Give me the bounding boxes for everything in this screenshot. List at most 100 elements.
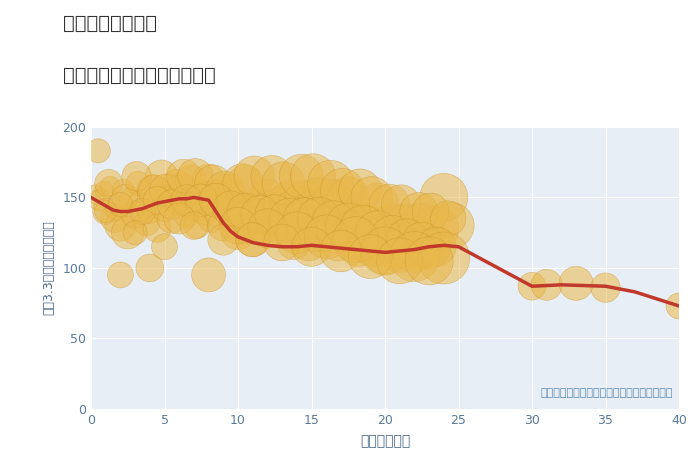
Point <box>526 282 538 290</box>
Point <box>186 177 197 184</box>
Point <box>195 194 207 201</box>
Point <box>298 196 309 204</box>
Point <box>284 215 295 222</box>
Point <box>321 233 332 241</box>
Point <box>394 257 405 265</box>
Point <box>115 222 126 229</box>
Point <box>350 236 361 243</box>
Point <box>181 211 192 218</box>
Point <box>328 219 340 227</box>
Point <box>274 225 285 232</box>
Point <box>247 236 258 243</box>
Point <box>294 222 305 229</box>
Text: 築年数別中古マンション価格: 築年数別中古マンション価格 <box>63 66 216 85</box>
Point <box>100 208 111 215</box>
Point <box>262 225 273 232</box>
Point <box>156 172 167 180</box>
Point <box>266 172 277 180</box>
Point <box>332 239 344 246</box>
Point <box>190 172 201 180</box>
Point <box>413 208 424 215</box>
Point <box>151 225 162 232</box>
Point <box>416 222 427 229</box>
Point <box>358 225 369 232</box>
Point <box>276 201 288 208</box>
Point <box>391 239 402 246</box>
Point <box>335 208 346 215</box>
Point <box>144 208 155 215</box>
Point <box>343 222 354 229</box>
Point <box>237 180 248 187</box>
Point <box>394 247 405 255</box>
Point <box>288 239 300 246</box>
Point <box>248 172 260 180</box>
Point <box>103 180 114 187</box>
Point <box>191 222 202 229</box>
Point <box>265 215 276 222</box>
Point <box>219 187 230 194</box>
Point <box>235 208 246 215</box>
Point <box>225 205 237 212</box>
Point <box>570 280 582 287</box>
Point <box>148 187 160 194</box>
Point <box>174 215 185 222</box>
Point <box>395 201 407 208</box>
Point <box>673 302 685 310</box>
X-axis label: 築年数（年）: 築年数（年） <box>360 434 410 448</box>
Point <box>372 229 384 236</box>
Point <box>379 250 391 258</box>
Point <box>416 239 427 246</box>
Point <box>136 201 148 208</box>
Point <box>118 187 129 194</box>
Point <box>115 201 126 208</box>
Point <box>446 222 457 229</box>
Point <box>278 180 289 187</box>
Point <box>377 239 388 246</box>
Point <box>259 225 270 232</box>
Point <box>132 180 144 187</box>
Point <box>167 201 178 208</box>
Point <box>409 253 420 260</box>
Point <box>291 201 302 208</box>
Point <box>255 205 266 212</box>
Point <box>306 243 317 251</box>
Point <box>130 211 141 218</box>
Point <box>250 211 261 218</box>
Point <box>323 222 335 229</box>
Point <box>382 243 393 251</box>
Point <box>314 194 325 201</box>
Point <box>309 229 320 236</box>
Point <box>162 194 173 201</box>
Point <box>431 225 442 232</box>
Point <box>167 215 178 222</box>
Point <box>218 236 229 243</box>
Point <box>438 254 449 262</box>
Point <box>314 215 325 222</box>
Point <box>104 182 116 190</box>
Point <box>406 239 417 246</box>
Point <box>424 243 435 251</box>
Point <box>147 187 158 194</box>
Point <box>338 229 349 236</box>
Point <box>298 215 309 222</box>
Text: 埼玉県ふじみ野駅: 埼玉県ふじみ野駅 <box>63 14 157 33</box>
Point <box>353 243 364 251</box>
Point <box>366 194 377 201</box>
Point <box>220 187 232 194</box>
Point <box>335 247 346 255</box>
Point <box>215 211 226 218</box>
Point <box>160 187 172 194</box>
Point <box>600 284 611 291</box>
Point <box>372 201 384 208</box>
Point <box>306 208 317 215</box>
Point <box>409 247 420 255</box>
Point <box>99 187 110 194</box>
Point <box>397 243 408 251</box>
Point <box>232 229 244 236</box>
Point <box>358 222 369 229</box>
Point <box>151 196 162 204</box>
Point <box>210 196 221 204</box>
Point <box>94 196 106 204</box>
Point <box>343 194 354 201</box>
Point <box>207 180 218 187</box>
